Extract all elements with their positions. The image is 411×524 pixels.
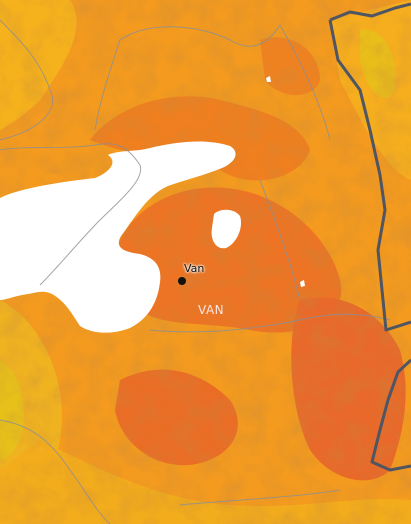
province-label: VAN xyxy=(198,303,225,317)
pond-north xyxy=(266,76,271,82)
city-marker-icon[interactable] xyxy=(178,277,186,285)
lake-van xyxy=(0,141,236,333)
pond-east xyxy=(300,280,305,287)
small-lake-east xyxy=(211,209,242,249)
country-border xyxy=(328,2,411,472)
lake-inlet-north xyxy=(88,182,116,193)
city-label[interactable]: Van xyxy=(184,262,205,275)
district-lines xyxy=(0,19,391,524)
lake-island xyxy=(42,173,64,184)
